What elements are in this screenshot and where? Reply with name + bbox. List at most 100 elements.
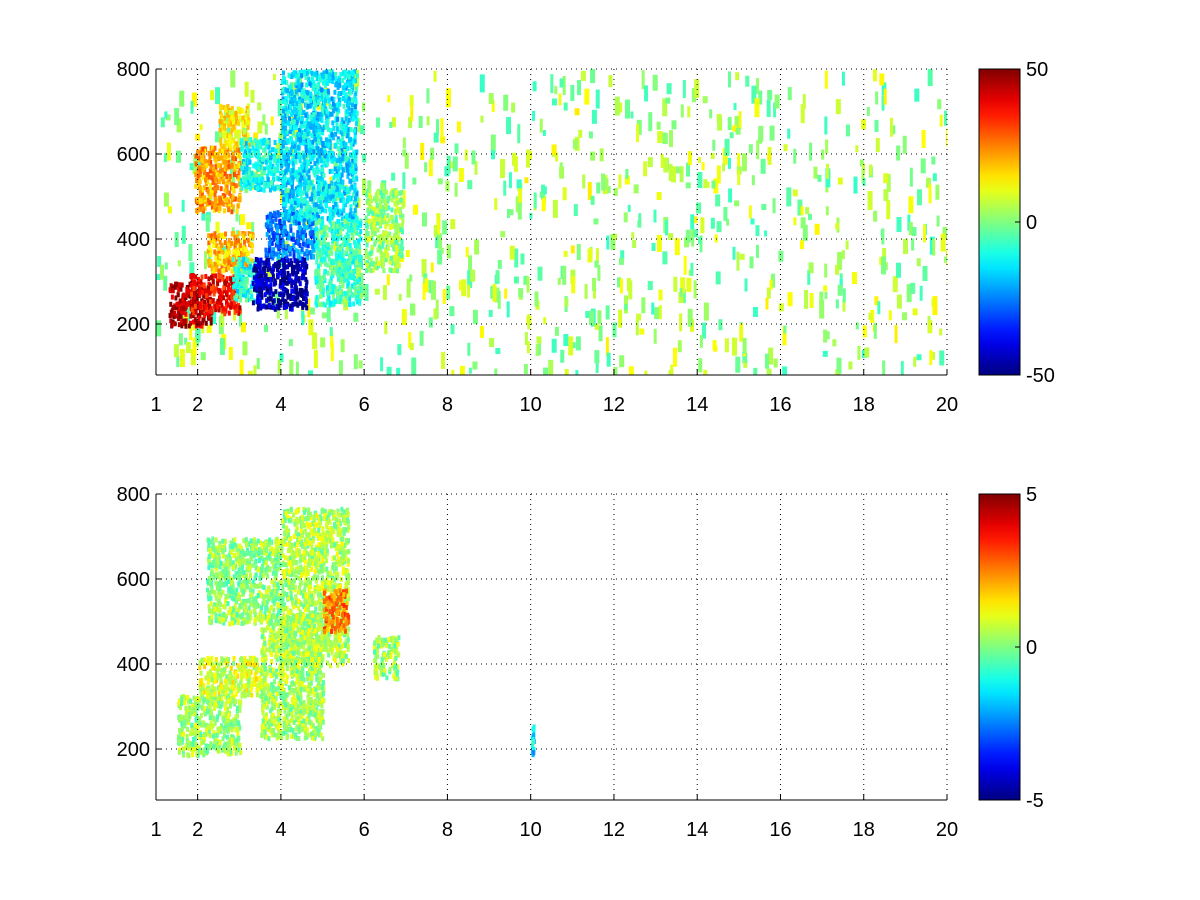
data-cell bbox=[338, 179, 342, 185]
data-cell bbox=[242, 245, 246, 251]
data-cell bbox=[246, 250, 250, 256]
data-cell bbox=[373, 264, 377, 270]
data-cell bbox=[232, 172, 236, 178]
noise-cell bbox=[192, 337, 197, 356]
noise-cell bbox=[564, 369, 569, 375]
data-cell bbox=[318, 96, 322, 102]
data-cell bbox=[287, 262, 291, 268]
data-cell bbox=[268, 243, 272, 249]
noise-cell bbox=[438, 233, 443, 250]
data-cell bbox=[284, 101, 288, 107]
data-cell bbox=[383, 247, 387, 253]
data-cell bbox=[207, 233, 211, 239]
noise-cell bbox=[680, 104, 684, 118]
data-cell bbox=[218, 168, 222, 174]
data-cell bbox=[331, 79, 335, 85]
data-cell bbox=[264, 159, 268, 165]
data-cell bbox=[176, 292, 180, 298]
data-cell bbox=[313, 189, 317, 195]
data-cell bbox=[342, 261, 346, 267]
data-cell bbox=[320, 148, 324, 154]
data-cell bbox=[400, 253, 404, 259]
noise-cell bbox=[755, 244, 759, 258]
data-cell bbox=[383, 201, 387, 207]
data-cell bbox=[293, 270, 297, 276]
data-cell bbox=[335, 168, 339, 174]
noise-cell bbox=[698, 236, 702, 244]
x-tick-label: 2 bbox=[192, 394, 203, 416]
data-cell bbox=[236, 203, 240, 209]
data-cell bbox=[242, 292, 246, 298]
data-cell bbox=[228, 143, 232, 149]
data-cell bbox=[350, 283, 354, 289]
data-cell bbox=[212, 207, 216, 213]
data-cell bbox=[291, 160, 295, 166]
data-cell bbox=[214, 164, 218, 170]
data-cell bbox=[380, 193, 384, 199]
data-cell bbox=[348, 212, 352, 218]
data-cell bbox=[340, 210, 344, 216]
noise-cell bbox=[405, 250, 410, 258]
data-cell bbox=[305, 165, 309, 171]
data-cell bbox=[194, 274, 198, 280]
noise-cell bbox=[509, 245, 515, 260]
data-cell bbox=[327, 282, 331, 288]
data-cell bbox=[217, 155, 221, 161]
noise-cell bbox=[851, 272, 857, 285]
data-cell bbox=[325, 69, 329, 75]
data-cell bbox=[301, 234, 305, 240]
data-cell bbox=[218, 127, 222, 133]
data-cell bbox=[225, 184, 229, 190]
data-cell bbox=[342, 123, 346, 129]
noise-cell bbox=[554, 326, 559, 336]
noise-cell bbox=[939, 114, 943, 127]
data-cell bbox=[305, 119, 309, 125]
data-cell bbox=[233, 266, 237, 272]
noise-cell bbox=[358, 360, 363, 369]
data-cell bbox=[267, 228, 271, 234]
data-cell bbox=[210, 285, 214, 291]
noise-cell bbox=[824, 116, 828, 135]
data-cell bbox=[354, 114, 358, 120]
data-cell bbox=[395, 205, 399, 211]
data-cell bbox=[228, 256, 232, 262]
noise-cell bbox=[231, 172, 236, 192]
data-cell bbox=[248, 159, 252, 165]
data-cell bbox=[349, 82, 353, 88]
data-cell bbox=[305, 70, 309, 76]
noise-cell bbox=[772, 198, 776, 214]
noise-cell bbox=[884, 262, 888, 271]
data-cell bbox=[269, 276, 273, 282]
noise-cell bbox=[589, 310, 595, 325]
data-cell bbox=[343, 98, 347, 104]
data-cell bbox=[303, 185, 307, 191]
noise-cell bbox=[925, 177, 931, 188]
data-cell bbox=[308, 103, 312, 109]
data-cell bbox=[294, 159, 298, 165]
data-cell bbox=[307, 69, 311, 75]
data-cell bbox=[326, 241, 330, 247]
data-cell bbox=[196, 173, 200, 179]
x-tick-label: 12 bbox=[603, 394, 625, 416]
data-cell bbox=[269, 304, 273, 310]
data-cell bbox=[288, 167, 292, 173]
data-cell bbox=[211, 187, 215, 193]
noise-cell bbox=[599, 148, 604, 162]
data-cell bbox=[270, 180, 274, 186]
noise-cell bbox=[735, 356, 741, 373]
data-cell bbox=[276, 253, 280, 259]
data-cell bbox=[236, 275, 240, 281]
data-cell bbox=[340, 299, 344, 305]
data-cell bbox=[298, 69, 302, 75]
data-cell bbox=[242, 253, 246, 259]
data-cell bbox=[356, 286, 360, 292]
data-cell bbox=[296, 253, 300, 259]
noise-cell bbox=[766, 368, 772, 375]
data-cell bbox=[246, 293, 250, 299]
data-cell bbox=[297, 263, 301, 269]
data-cell bbox=[286, 138, 290, 144]
data-cell bbox=[355, 191, 359, 197]
data-cell bbox=[299, 87, 303, 93]
noise-cell bbox=[881, 228, 885, 245]
data-cell bbox=[217, 233, 221, 239]
